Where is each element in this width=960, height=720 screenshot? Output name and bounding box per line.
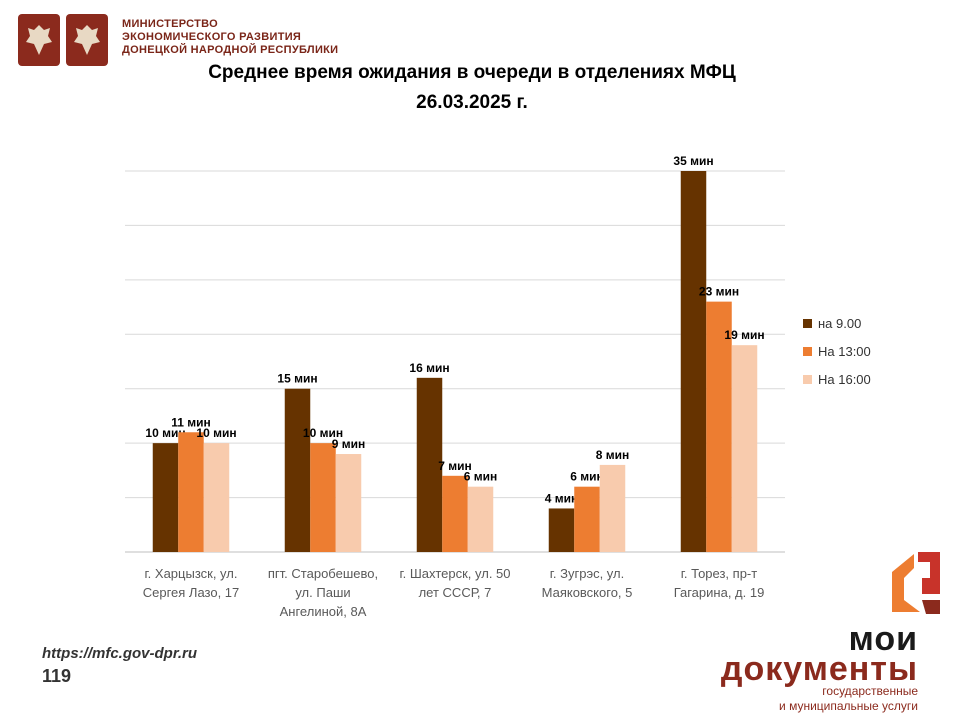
bar: [467, 486, 494, 552]
data-label: 6 мин: [570, 470, 604, 484]
data-label: 7 мин: [438, 459, 472, 473]
legend-swatch: [803, 374, 812, 384]
x-tick-label: Ангелиной, 8А: [280, 604, 367, 619]
data-label: 8 мин: [596, 448, 630, 462]
bar: [599, 464, 626, 552]
dpr-emblem-icon: [66, 14, 108, 66]
bar: [284, 388, 311, 552]
data-label: 10 мин: [196, 426, 236, 440]
ministry-line: ЭКОНОМИЧЕСКОГО РАЗВИТИЯ: [122, 31, 302, 43]
x-tick-label: ул. Паши: [295, 585, 350, 600]
bar: [548, 508, 575, 552]
bar: [731, 345, 758, 552]
legend: на 9.00 На 13:00 На 16:00: [803, 309, 871, 393]
moi-dokumenty-logo-icon: [884, 548, 942, 623]
legend-label: на 9.00: [818, 315, 862, 331]
brand-block: мои документы государственные и муниципа…: [720, 620, 918, 714]
data-label: 11 мин: [171, 415, 211, 429]
legend-swatch: [803, 346, 812, 356]
data-label: 35 мин: [673, 154, 713, 168]
website-link[interactable]: https://mfc.gov-dpr.ru: [42, 645, 197, 662]
header: МИНИСТЕРСТВО ЭКОНОМИЧЕСКОГО РАЗВИТИЯ ДОН…: [18, 14, 338, 66]
x-tick-label: лет СССР, 7: [419, 585, 492, 600]
data-label: 10 мин: [303, 426, 343, 440]
legend-item: На 16:00: [803, 365, 871, 393]
data-label: 16 мин: [409, 361, 449, 375]
russia-emblem-icon: [18, 14, 60, 66]
brand-line-2: документы: [720, 650, 918, 688]
x-tick-label: г. Харцызск, ул.: [145, 566, 238, 581]
bar: [442, 475, 468, 552]
data-label: 10 мин: [145, 426, 185, 440]
x-tick-label: г. Зугрэс, ул.: [550, 566, 624, 581]
chart-date: 26.03.2025 г.: [416, 92, 528, 113]
x-tick-label: Гагарина, д. 19: [674, 585, 765, 600]
chart-title-block: Среднее время ожидания в очереди в отдел…: [0, 58, 944, 118]
x-tick-label: г. Торез, пр-т: [681, 566, 757, 581]
bar: [574, 486, 600, 552]
bar: [152, 443, 179, 552]
data-label: 15 мин: [277, 372, 317, 386]
brand-line-3: государственные: [822, 684, 918, 698]
brand-line-1: мои: [848, 620, 918, 658]
ministry-name: МИНИСТЕРСТВО ЭКОНОМИЧЕСКОГО РАЗВИТИЯ ДОН…: [122, 18, 338, 57]
bar: [203, 443, 230, 552]
legend-item: На 13:00: [803, 337, 871, 365]
bar: [416, 377, 443, 552]
ministry-line: МИНИСТЕРСТВО: [122, 18, 218, 30]
legend-label: На 16:00: [818, 371, 871, 387]
bar: [680, 171, 707, 552]
bar: [706, 301, 732, 552]
legend-item: на 9.00: [803, 309, 871, 337]
bar: [178, 432, 204, 552]
x-tick-label: пгт. Старобешево,: [268, 566, 378, 581]
ministry-line: ДОНЕЦКОЙ НАРОДНОЙ РЕСПУБЛИКИ: [122, 44, 339, 56]
legend-label: На 13:00: [818, 343, 871, 359]
legend-swatch: [803, 318, 812, 328]
x-tick-label: г. Шахтерск, ул. 50: [399, 566, 510, 581]
data-label: 23 мин: [699, 285, 739, 299]
x-tick-label: Сергея Лазо, 17: [143, 585, 240, 600]
bar: [335, 454, 362, 552]
brand-line-4: и муниципальные услуги: [779, 699, 918, 713]
chart-title: Среднее время ожидания в очереди в отдел…: [208, 62, 736, 83]
bar: [310, 443, 336, 552]
page-number: 119: [42, 666, 72, 686]
data-label: 6 мин: [464, 470, 498, 484]
data-label: 19 мин: [724, 328, 764, 342]
x-tick-label: Маяковского, 5: [542, 585, 633, 600]
data-label: 9 мин: [332, 437, 366, 451]
data-label: 4 мин: [545, 491, 579, 505]
